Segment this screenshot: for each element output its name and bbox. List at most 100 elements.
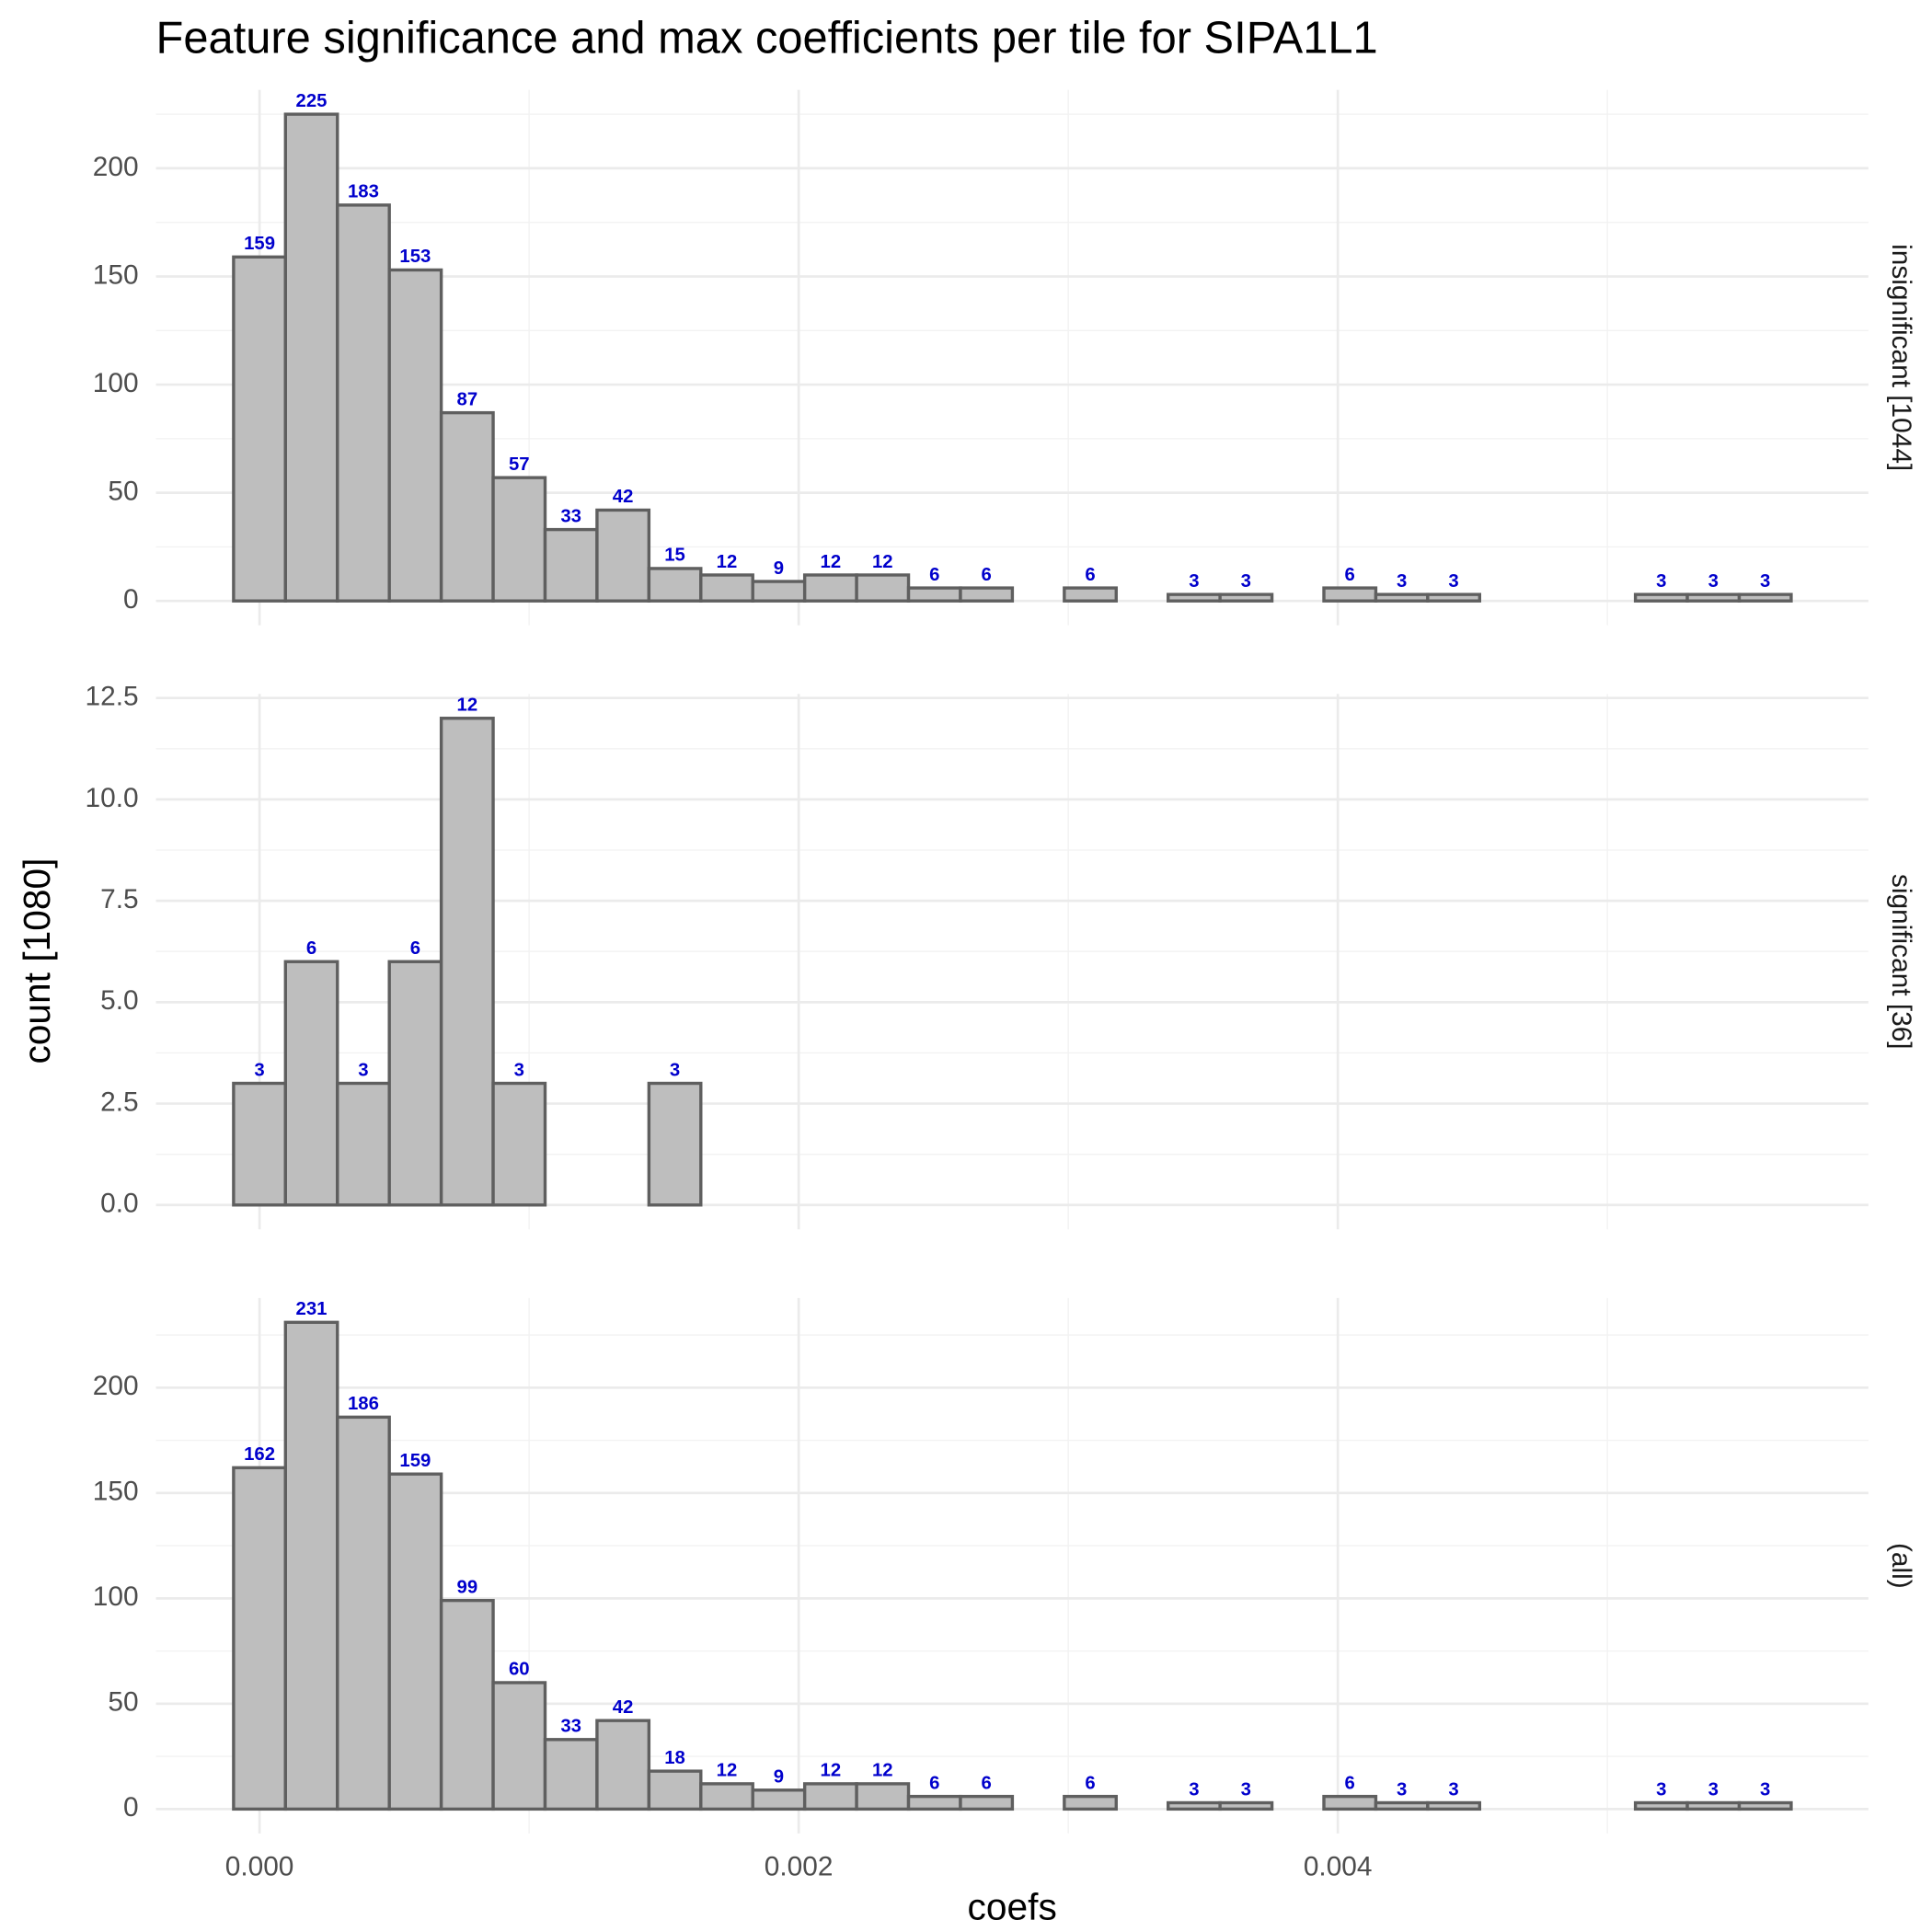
bar (1426, 592, 1482, 603)
bar (439, 717, 495, 1207)
value-label: 153 (399, 247, 431, 267)
value-label: 186 (348, 1394, 379, 1414)
value-label: 18 (664, 1748, 685, 1768)
bar (1633, 592, 1689, 603)
bar (439, 410, 495, 603)
y-axis-label: count [1080] (16, 858, 58, 1064)
y-tick-label: 100 (93, 368, 139, 398)
chart-title: Feature significance and max coefficient… (156, 14, 1378, 63)
y-tick-label: 200 (93, 152, 139, 182)
y-tick-label: 10.0 (86, 783, 139, 813)
bar (802, 1782, 858, 1811)
value-label: 9 (774, 1767, 784, 1788)
bar (1218, 1800, 1274, 1811)
y-tick-label: 50 (108, 1687, 138, 1718)
bar (491, 476, 547, 603)
value-label: 183 (348, 182, 379, 202)
bar (906, 1794, 962, 1811)
value-label: 6 (1085, 565, 1095, 585)
facet-label: (all) (1886, 1543, 1916, 1589)
bar (439, 1598, 495, 1811)
bar (491, 1681, 547, 1811)
bar (336, 203, 391, 603)
value-label: 159 (399, 1451, 431, 1471)
bar (959, 586, 1015, 603)
y-tick-label: 12.5 (86, 682, 139, 712)
bar (232, 1081, 288, 1207)
value-label: 3 (1708, 571, 1719, 592)
bar (1322, 586, 1378, 603)
value-label: 6 (982, 1773, 992, 1793)
bar (855, 573, 911, 603)
value-label: 3 (1189, 571, 1199, 592)
y-tick-label: 5.0 (100, 985, 138, 1016)
value-label: 231 (296, 1299, 328, 1319)
x-tick-label: 0.004 (1304, 1852, 1373, 1882)
value-label: 6 (929, 1773, 939, 1793)
bar (1685, 1800, 1742, 1811)
value-label: 6 (1345, 565, 1355, 585)
value-label: 6 (410, 938, 420, 959)
value-label: 12 (821, 552, 842, 572)
value-label: 12 (457, 696, 478, 716)
value-label: 42 (613, 1697, 634, 1718)
x-axis-label: coefs (968, 1885, 1057, 1927)
bar (283, 960, 339, 1207)
bar (699, 1782, 754, 1811)
y-tick-label: 50 (108, 477, 138, 507)
value-label: 99 (457, 1577, 478, 1597)
value-label: 3 (1189, 1779, 1199, 1800)
value-label: 6 (982, 565, 992, 585)
bar (1737, 1800, 1793, 1811)
facet-label: significant [36] (1886, 874, 1916, 1050)
bar (1218, 592, 1274, 603)
value-label: 3 (1656, 571, 1666, 592)
value-label: 6 (1345, 1773, 1355, 1793)
value-label: 12 (717, 552, 738, 572)
bar (1374, 1800, 1430, 1811)
bar (1167, 1800, 1222, 1811)
value-label: 60 (509, 1660, 530, 1680)
value-label: 162 (244, 1444, 275, 1465)
bar (1374, 592, 1430, 603)
value-label: 6 (306, 938, 316, 959)
bar (232, 1466, 288, 1811)
bar (232, 255, 288, 603)
y-tick-label: 7.5 (100, 884, 138, 914)
value-label: 6 (1085, 1773, 1095, 1793)
y-tick-label: 0 (123, 584, 139, 615)
value-label: 42 (613, 487, 634, 507)
value-label: 3 (1397, 571, 1407, 592)
bar (387, 960, 443, 1207)
value-label: 9 (774, 558, 784, 579)
y-tick-label: 100 (93, 1581, 139, 1612)
y-tick-label: 0 (123, 1792, 139, 1823)
x-tick-label: 0.002 (765, 1852, 834, 1882)
bar (1063, 1794, 1118, 1811)
bar (751, 1788, 807, 1811)
y-tick-label: 0.0 (100, 1189, 138, 1219)
bar (959, 1794, 1015, 1811)
bar (1322, 1794, 1378, 1811)
value-label: 12 (821, 1761, 842, 1781)
bar (595, 1719, 651, 1811)
bar (1063, 586, 1118, 603)
value-label: 159 (244, 234, 275, 254)
y-tick-label: 150 (93, 1477, 139, 1507)
bar (283, 112, 339, 603)
bar (387, 268, 443, 603)
value-label: 225 (296, 91, 328, 111)
value-label: 3 (254, 1060, 264, 1080)
bar (1633, 1800, 1689, 1811)
y-tick-label: 200 (93, 1371, 139, 1401)
bar (543, 1738, 599, 1811)
bar (1167, 592, 1222, 603)
value-label: 12 (717, 1761, 738, 1781)
y-tick-label: 150 (93, 259, 139, 290)
facet-label: insignificant [1044] (1886, 244, 1916, 471)
bar (1426, 1800, 1482, 1811)
value-label: 12 (872, 1761, 893, 1781)
bar (647, 1081, 703, 1207)
value-label: 57 (509, 454, 530, 475)
value-label: 3 (1397, 1779, 1407, 1800)
